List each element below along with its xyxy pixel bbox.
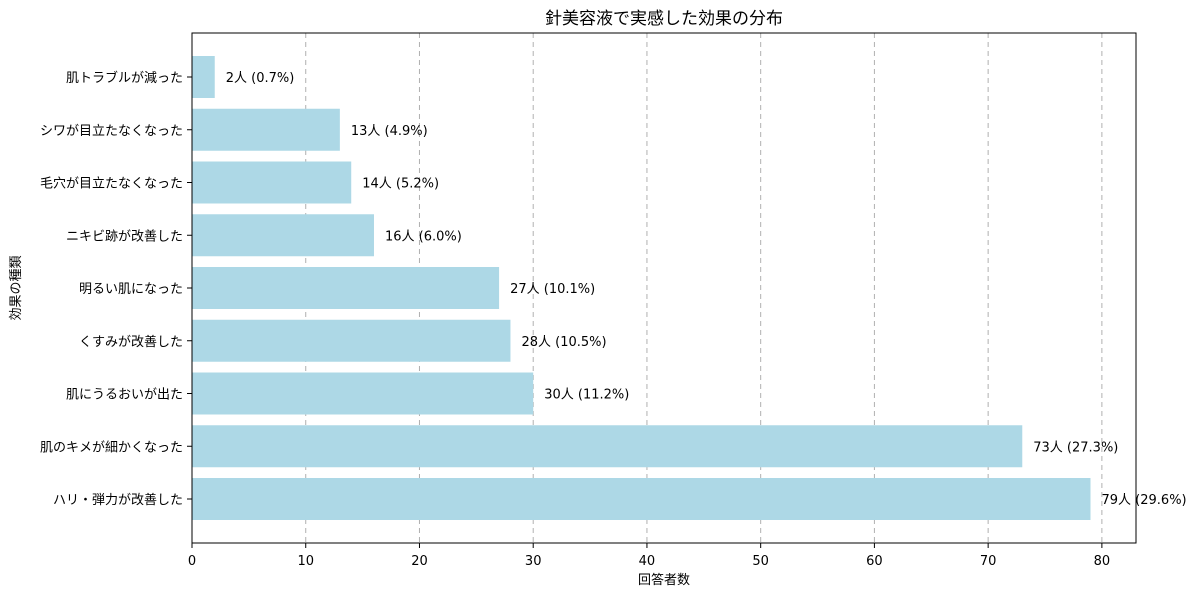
x-axis-label: 回答者数 xyxy=(638,572,690,588)
y-tick-label: ハリ・弾力が改善した xyxy=(53,492,183,508)
bar xyxy=(192,108,340,151)
bar xyxy=(192,214,374,257)
bar xyxy=(192,56,215,98)
y-ticks: 肌トラブルが減ったシワが目立たなくなった毛穴が目立たなくなったニキビ跡が改善した… xyxy=(40,70,192,508)
x-tick-label: 80 xyxy=(1094,554,1111,569)
x-ticks: 0 10 20 30 40 50 60 70 80 xyxy=(188,543,1110,569)
bar-value-label: 16人 (6.0%) xyxy=(385,229,462,244)
bar xyxy=(192,319,511,362)
bar xyxy=(192,372,534,415)
x-tick-label: 30 xyxy=(525,554,542,569)
bars xyxy=(192,56,1091,520)
bar-value-label: 27人 (10.1%) xyxy=(510,282,595,297)
y-tick-label: シワが目立たなくなった xyxy=(40,124,183,139)
bar xyxy=(192,161,352,204)
bar xyxy=(192,425,1023,468)
bar-value-label: 73人 (27.3%) xyxy=(1033,440,1118,455)
x-tick-label: 60 xyxy=(866,554,883,569)
y-tick-label: ニキビ跡が改善した xyxy=(66,228,183,244)
y-axis-label: 効果の種類 xyxy=(8,255,24,320)
bar xyxy=(192,478,1091,520)
x-tick-label: 20 xyxy=(411,554,428,569)
y-tick-label: 肌にうるおいが出た xyxy=(66,388,183,403)
bar-value-label: 28人 (10.5%) xyxy=(521,335,606,350)
y-tick-label: 毛穴が目立たなくなった xyxy=(40,177,183,192)
x-tick-label: 0 xyxy=(188,554,196,569)
bar-value-label: 14人 (5.2%) xyxy=(362,177,439,192)
x-tick-label: 40 xyxy=(639,554,656,569)
y-tick-label: くすみが改善した xyxy=(79,334,183,350)
x-tick-label: 50 xyxy=(752,554,769,569)
x-tick-label: 10 xyxy=(297,554,314,569)
value-labels: 2人 (0.7%) 13人 (4.9%) 14人 (5.2%) 16人 (6.0%) 2… xyxy=(226,71,1187,508)
bar-value-label: 30人 (11.2%) xyxy=(544,388,629,403)
y-tick-label: 肌トラブルが減った xyxy=(66,70,183,86)
y-tick-label: 肌のキメが細かくなった xyxy=(40,440,183,455)
x-tick-label: 70 xyxy=(980,554,997,569)
bar-value-label: 79人 (29.6%) xyxy=(1102,493,1187,508)
bar xyxy=(192,267,500,309)
y-tick-label: 明るい肌になった xyxy=(79,282,183,297)
chart-title: 針美容液で実感した効果の分布 xyxy=(545,9,783,29)
bar-value-label: 2人 (0.7%) xyxy=(226,71,295,86)
bar-value-label: 13人 (4.9%) xyxy=(351,124,428,139)
